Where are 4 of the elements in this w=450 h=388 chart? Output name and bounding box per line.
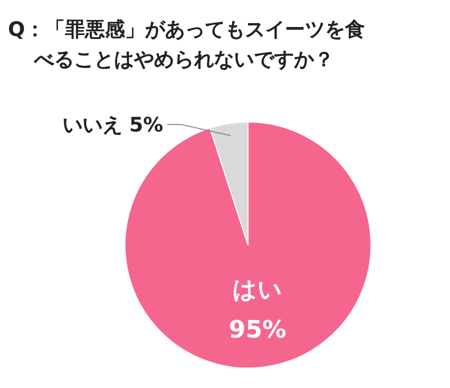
chart-title: Q：「罪悪感」があってもスイーツを食べることはやめられないですか？	[8, 16, 366, 73]
slice-label: いいえ 5%	[62, 112, 164, 137]
data-label: 95%	[228, 316, 286, 344]
slice-label: はい	[232, 276, 283, 304]
